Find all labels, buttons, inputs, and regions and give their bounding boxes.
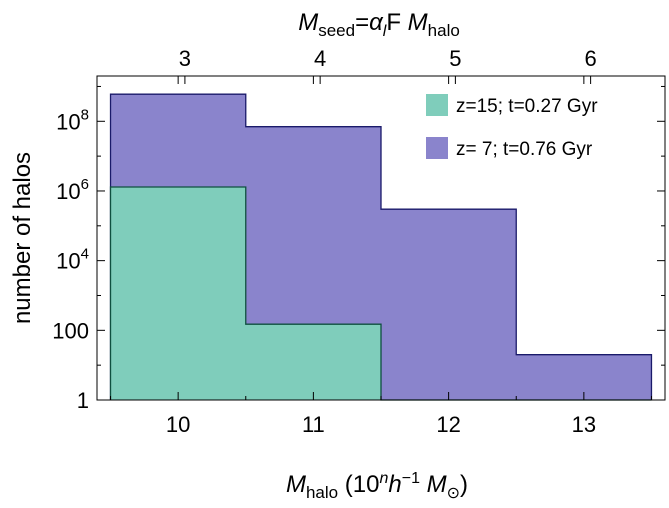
top-title-sub-halo: halo bbox=[428, 21, 460, 40]
x-axis-title-h: h bbox=[388, 471, 401, 498]
legend-swatch-z7 bbox=[426, 137, 448, 159]
legend-swatch-z15 bbox=[426, 94, 448, 116]
x-tick-label-0: 10 bbox=[166, 412, 190, 437]
x-axis-title: Mhalo (10nh−1 M⊙) bbox=[286, 470, 468, 502]
top-title-eq: = bbox=[355, 9, 369, 36]
y-tick-label-3: 106 bbox=[56, 176, 89, 204]
top-axis-title: Mseed=αlF Mhalo bbox=[298, 9, 460, 40]
x-tick-label-1: 11 bbox=[302, 412, 325, 437]
legend-label-z7: z= 7; t=0.76 Gyr bbox=[456, 139, 593, 160]
x-axis-title-sup-minus1: −1 bbox=[402, 470, 420, 487]
top-tick-label-0: 3 bbox=[179, 46, 191, 71]
x-tick-label-2: 12 bbox=[436, 412, 460, 437]
x-axis-title-sub: halo bbox=[306, 483, 338, 502]
top-tick-label-1: 4 bbox=[314, 46, 326, 71]
x-axis-title-sup-n: n bbox=[379, 470, 388, 487]
x-axis-title-m: M bbox=[286, 471, 306, 498]
x-axis-title-unit-open: (10 bbox=[338, 471, 379, 498]
y-axis-title: number of halos bbox=[9, 152, 36, 324]
x-tick-label-3: 13 bbox=[572, 412, 596, 437]
top-title-f: F bbox=[386, 9, 407, 36]
x-axis-title-msun: M bbox=[420, 471, 447, 498]
top-title-m1: M bbox=[298, 9, 318, 36]
axis-ticks bbox=[97, 76, 665, 401]
histogram-outline-z7 bbox=[109, 93, 653, 400]
top-title-sub-seed: seed bbox=[318, 21, 355, 40]
top-title-m2: M bbox=[408, 9, 428, 36]
legend: z=15; t=0.27 Gyr z= 7; t=0.76 Gyr bbox=[426, 94, 598, 160]
x-axis-title-unit-close: ) bbox=[460, 471, 468, 498]
legend-label-z15: z=15; t=0.27 Gyr bbox=[456, 96, 598, 117]
top-tick-label-2: 5 bbox=[449, 46, 461, 71]
y-tick-label-1: 100 bbox=[52, 318, 89, 343]
y-tick-label-2: 104 bbox=[56, 246, 89, 274]
top-tick-label-3: 6 bbox=[584, 46, 596, 71]
tick-labels: 10 11 12 13 3 4 5 6 1 100 104 106 108 bbox=[52, 46, 596, 437]
y-tick-label-4: 108 bbox=[56, 106, 89, 134]
top-title-alpha: α bbox=[369, 9, 384, 36]
x-axis-title-sun-sub: ⊙ bbox=[447, 485, 460, 502]
top-title-alpha-sub: l bbox=[383, 23, 387, 40]
y-tick-label-0: 1 bbox=[77, 388, 89, 413]
